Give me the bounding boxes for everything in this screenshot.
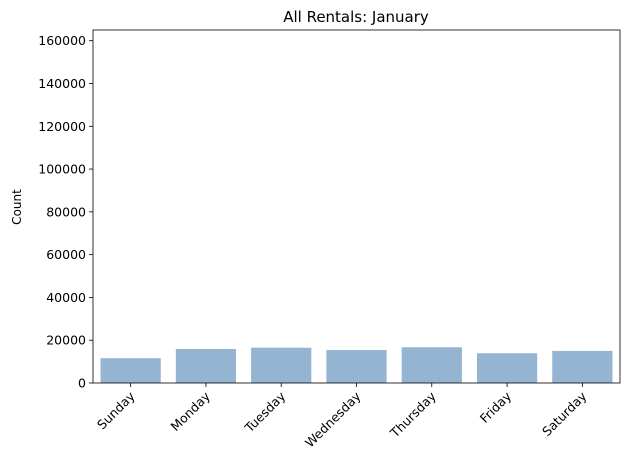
y-tick-label: 120000 [38,119,86,134]
chart-title: All Rentals: January [283,8,429,26]
y-tick-label: 60000 [46,247,86,262]
bars [100,347,613,383]
x-tick-label: Saturday [539,388,590,439]
plot-frame [92,29,621,384]
y-tick-label: 100000 [38,162,86,177]
bar-monday [175,348,237,383]
bar-tuesday [251,347,312,383]
y-tick-label: 20000 [46,333,86,348]
bar-thursday [401,347,462,383]
bar-friday [476,353,538,383]
y-tick-label: 0 [78,376,86,391]
bar-saturday [552,350,613,383]
x-tick-label: Tuesday [241,388,289,436]
y-tick-label: 160000 [38,33,86,48]
x-tick-label: Wednesday [302,388,364,450]
x-axis-ticks: Sunday Monday Tuesday Wednesday Thursday Frid… [94,383,590,450]
bar-wednesday [326,350,387,383]
x-tick-label: Monday [168,388,214,434]
y-axis-ticks: 0 20000 40000 60000 80000 100000 120000 140000 1… [38,33,93,391]
y-tick-label: 80000 [46,204,86,219]
x-tick-label: Thursday [386,388,439,441]
x-tick-label: Sunday [94,388,138,432]
y-tick-label: 140000 [38,76,86,91]
y-tick-label: 40000 [46,290,86,305]
x-tick-label: Friday [477,388,515,426]
bar-sunday [100,358,161,383]
y-axis-label: Count [10,189,24,225]
